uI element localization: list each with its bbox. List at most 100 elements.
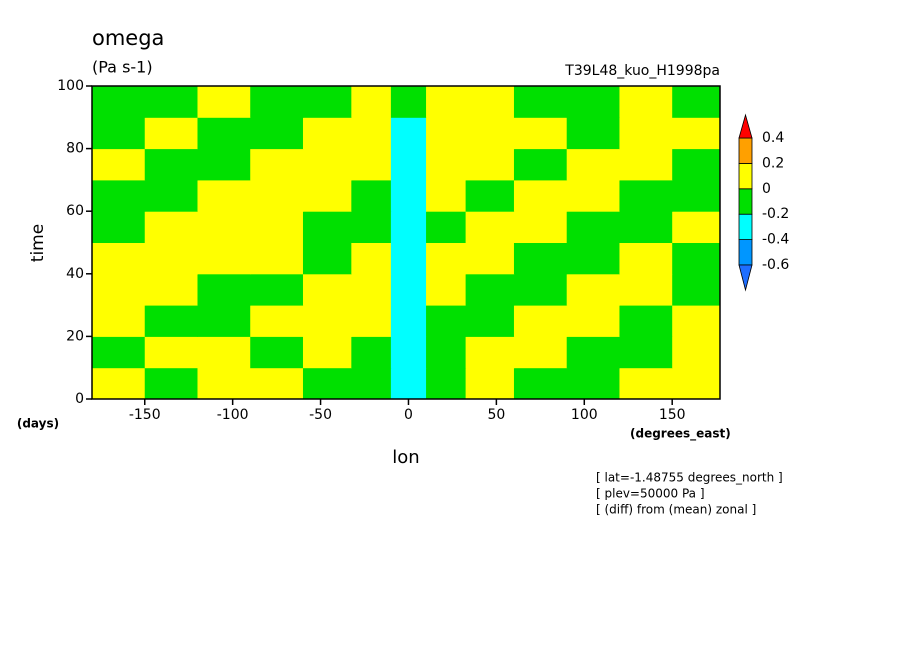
cell bbox=[513, 305, 568, 337]
cell bbox=[144, 211, 198, 243]
cell bbox=[566, 273, 620, 306]
cell bbox=[92, 305, 146, 337]
cell bbox=[426, 117, 467, 150]
cell bbox=[197, 242, 251, 275]
cell bbox=[465, 242, 515, 275]
colorbar-label: 0.2 bbox=[762, 155, 784, 171]
cell bbox=[197, 367, 251, 400]
cell bbox=[92, 179, 146, 212]
colorbar-top bbox=[738, 113, 753, 139]
cell bbox=[390, 117, 427, 150]
cell bbox=[92, 336, 146, 369]
cell bbox=[390, 367, 427, 400]
cell bbox=[92, 211, 146, 243]
colorbar-label: 0 bbox=[762, 181, 771, 197]
x-tick-label: -50 bbox=[309, 407, 332, 423]
y-tick-label: 100 bbox=[57, 78, 84, 94]
cell bbox=[351, 242, 392, 275]
colorbar-segment bbox=[738, 188, 753, 215]
cell bbox=[465, 367, 515, 400]
cell bbox=[619, 86, 673, 118]
cell bbox=[92, 273, 146, 306]
cell bbox=[197, 336, 251, 369]
colorbar-label: -0.4 bbox=[762, 232, 789, 248]
cell bbox=[197, 148, 251, 181]
cell bbox=[513, 367, 568, 400]
x-tick-label: 100 bbox=[571, 407, 598, 423]
x-axis-label: lon bbox=[392, 447, 419, 468]
cell bbox=[92, 86, 146, 118]
cell bbox=[351, 117, 392, 150]
note: [ plev=50000 Pa ] bbox=[596, 487, 705, 501]
colorbar-label: -0.2 bbox=[762, 206, 789, 222]
cell bbox=[390, 179, 427, 212]
y-tick-label: 40 bbox=[66, 266, 84, 282]
cell bbox=[513, 86, 568, 118]
field bbox=[92, 86, 721, 400]
cell bbox=[92, 242, 146, 275]
cell bbox=[302, 367, 352, 400]
y-tick-label: 60 bbox=[66, 203, 84, 219]
colorbar-segment bbox=[738, 239, 753, 266]
cell bbox=[390, 273, 427, 306]
cell bbox=[351, 148, 392, 181]
cell bbox=[144, 273, 198, 306]
cell bbox=[302, 336, 352, 369]
cell bbox=[144, 148, 198, 181]
cell bbox=[250, 148, 304, 181]
cell bbox=[513, 336, 568, 369]
cell bbox=[250, 367, 304, 400]
cell bbox=[250, 242, 304, 275]
cell bbox=[619, 148, 673, 181]
y-tick-label: 80 bbox=[66, 141, 84, 157]
cell bbox=[390, 242, 427, 275]
cell bbox=[250, 305, 304, 337]
cell bbox=[302, 305, 352, 337]
cell bbox=[302, 86, 352, 118]
cell bbox=[302, 242, 352, 275]
cell bbox=[426, 242, 467, 275]
x-tick-label: 50 bbox=[487, 407, 505, 423]
cell bbox=[92, 367, 146, 400]
cell bbox=[144, 367, 198, 400]
cell bbox=[619, 273, 673, 306]
cell bbox=[672, 367, 721, 400]
cell bbox=[566, 117, 620, 150]
note: [ (diff) from (mean) zonal ] bbox=[596, 503, 756, 517]
cell bbox=[566, 148, 620, 181]
cell bbox=[426, 336, 467, 369]
cell bbox=[302, 179, 352, 212]
cell bbox=[144, 179, 198, 212]
cell bbox=[197, 179, 251, 212]
cell bbox=[426, 305, 467, 337]
cell bbox=[513, 211, 568, 243]
cell bbox=[513, 179, 568, 212]
cell bbox=[513, 148, 568, 181]
plot-frame bbox=[91, 85, 721, 400]
cell bbox=[619, 117, 673, 150]
cell bbox=[465, 336, 515, 369]
cell bbox=[566, 86, 620, 118]
cell bbox=[619, 367, 673, 400]
cell bbox=[672, 305, 721, 337]
cell bbox=[92, 148, 146, 181]
chart-title: omega bbox=[92, 26, 164, 50]
cell bbox=[513, 273, 568, 306]
cell bbox=[566, 367, 620, 400]
cell bbox=[465, 305, 515, 337]
cell bbox=[619, 211, 673, 243]
cell bbox=[426, 367, 467, 400]
y-axis-unit: (days) bbox=[17, 417, 59, 431]
cell bbox=[619, 242, 673, 275]
colorbar-label: -0.6 bbox=[762, 257, 789, 273]
cell bbox=[144, 305, 198, 337]
cell bbox=[351, 273, 392, 306]
chart-subtitle: (Pa s-1) bbox=[92, 58, 153, 77]
cell bbox=[465, 273, 515, 306]
cell bbox=[390, 305, 427, 337]
x-tick-label: 0 bbox=[404, 407, 413, 423]
cell bbox=[302, 273, 352, 306]
cell bbox=[619, 179, 673, 212]
cell bbox=[672, 117, 721, 150]
cell bbox=[390, 148, 427, 181]
